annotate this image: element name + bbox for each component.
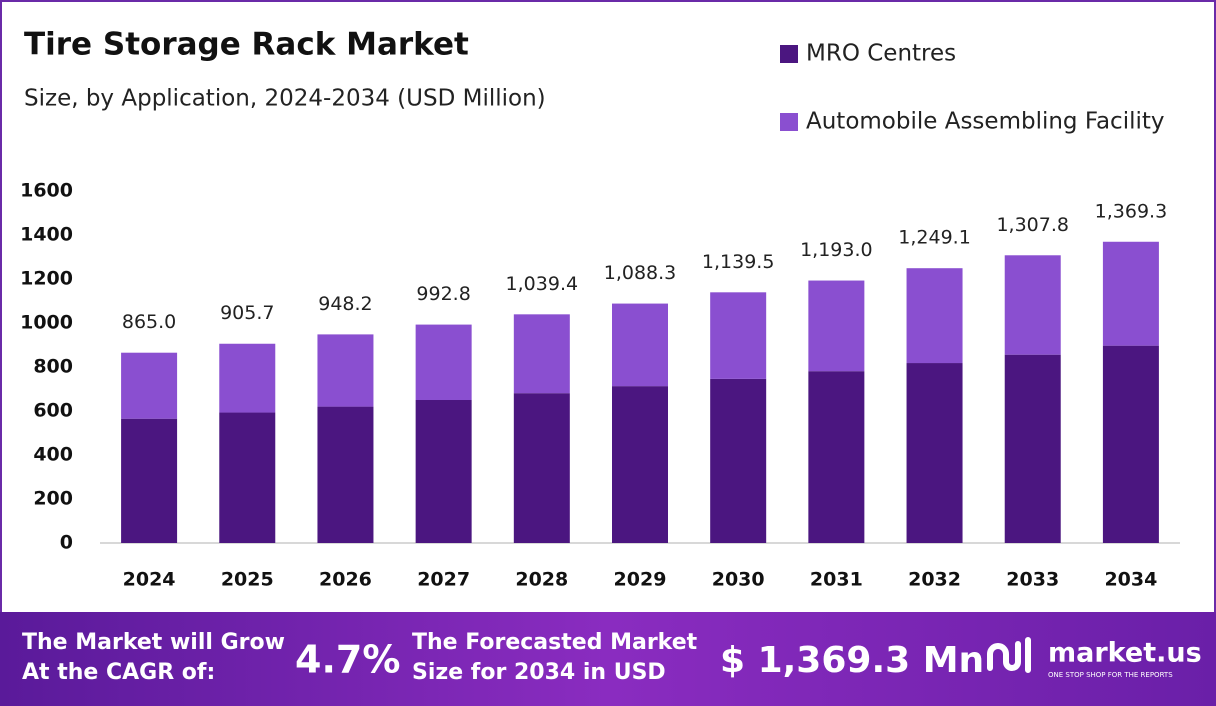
logo-icon — [987, 637, 1031, 673]
bar-segment — [317, 406, 374, 543]
total-label: 948.2 — [318, 293, 372, 315]
chart-subtitle: Size, by Application, 2024-2034 (USD Mil… — [24, 86, 546, 112]
legend-swatch — [780, 45, 798, 63]
y-tick-label: 0 — [60, 532, 73, 554]
legend-label: Automobile Assembling Facility — [806, 109, 1165, 135]
total-label: 1,039.4 — [506, 273, 579, 295]
bar-segment — [1102, 241, 1159, 346]
y-tick-label: 1000 — [20, 312, 73, 334]
bar-segment — [513, 393, 570, 543]
bar-segment — [219, 343, 276, 413]
bar-segment — [1004, 354, 1061, 543]
bar-segment — [415, 400, 472, 543]
y-tick-label: 200 — [33, 488, 73, 510]
y-tick-label: 600 — [33, 400, 73, 422]
y-tick-label: 400 — [33, 444, 73, 466]
x-tick-label: 2027 — [417, 569, 470, 591]
bar-segment — [710, 378, 767, 543]
total-label: 1,369.3 — [1095, 200, 1168, 222]
bar-segment — [1102, 345, 1159, 543]
x-tick-label: 2034 — [1104, 569, 1157, 591]
bar-segment — [612, 386, 668, 543]
legend-label: MRO Centres — [806, 41, 956, 67]
footer-value: 4.7% — [295, 638, 400, 682]
y-tick-label: 1600 — [20, 180, 73, 202]
footer-banner — [0, 612, 1216, 706]
total-label: 1,307.8 — [996, 214, 1069, 236]
footer-value: $ 1,369.3 Mn — [720, 640, 984, 681]
x-tick-label: 2025 — [221, 569, 274, 591]
bar-segment — [121, 418, 178, 543]
x-tick-label: 2031 — [810, 569, 863, 591]
bar-segment — [121, 352, 178, 419]
total-label: 1,088.3 — [604, 262, 677, 284]
bar-segment — [415, 324, 472, 400]
footer-text: Size for 2034 in USD — [412, 660, 666, 685]
total-label: 1,249.1 — [898, 227, 971, 249]
bar-segment — [219, 412, 276, 543]
bar-segment — [906, 268, 963, 364]
x-tick-label: 2028 — [515, 569, 568, 591]
footer-text: At the CAGR of: — [22, 660, 215, 685]
bar-segment — [808, 371, 865, 543]
footer: The Market will Grow At the CAGR of: 4.7… — [22, 630, 1202, 685]
brand: market.us — [1048, 638, 1202, 669]
x-tick-label: 2026 — [319, 569, 372, 591]
x-tick-label: 2024 — [123, 569, 176, 591]
bar-segment — [808, 280, 865, 372]
y-tick-label: 800 — [33, 356, 73, 378]
total-label: 905.7 — [220, 302, 274, 324]
y-tick-label: 1200 — [20, 268, 73, 290]
bar-segment — [513, 314, 570, 394]
x-tick-label: 2029 — [614, 569, 667, 591]
x-tick-label: 2032 — [908, 569, 961, 591]
legend-swatch — [780, 113, 798, 131]
bar-segment — [612, 303, 668, 387]
bar-segment — [906, 363, 963, 543]
total-label: 865.0 — [122, 311, 176, 333]
bar-segment — [317, 334, 374, 407]
total-label: 992.8 — [416, 283, 470, 305]
bar-segment — [1004, 255, 1061, 355]
chart-title: Tire Storage Rack Market — [24, 27, 469, 63]
footer-text: The Market will Grow — [22, 630, 285, 655]
total-label: 1,139.5 — [702, 251, 775, 273]
x-tick-label: 2030 — [712, 569, 765, 591]
y-tick-label: 1400 — [20, 224, 73, 246]
tagline: ONE STOP SHOP FOR THE REPORTS — [1048, 671, 1173, 679]
footer-text: The Forecasted Market — [412, 630, 698, 655]
x-tick-label: 2033 — [1006, 569, 1059, 591]
total-label: 1,193.0 — [800, 239, 873, 261]
bar-segment — [710, 292, 767, 379]
